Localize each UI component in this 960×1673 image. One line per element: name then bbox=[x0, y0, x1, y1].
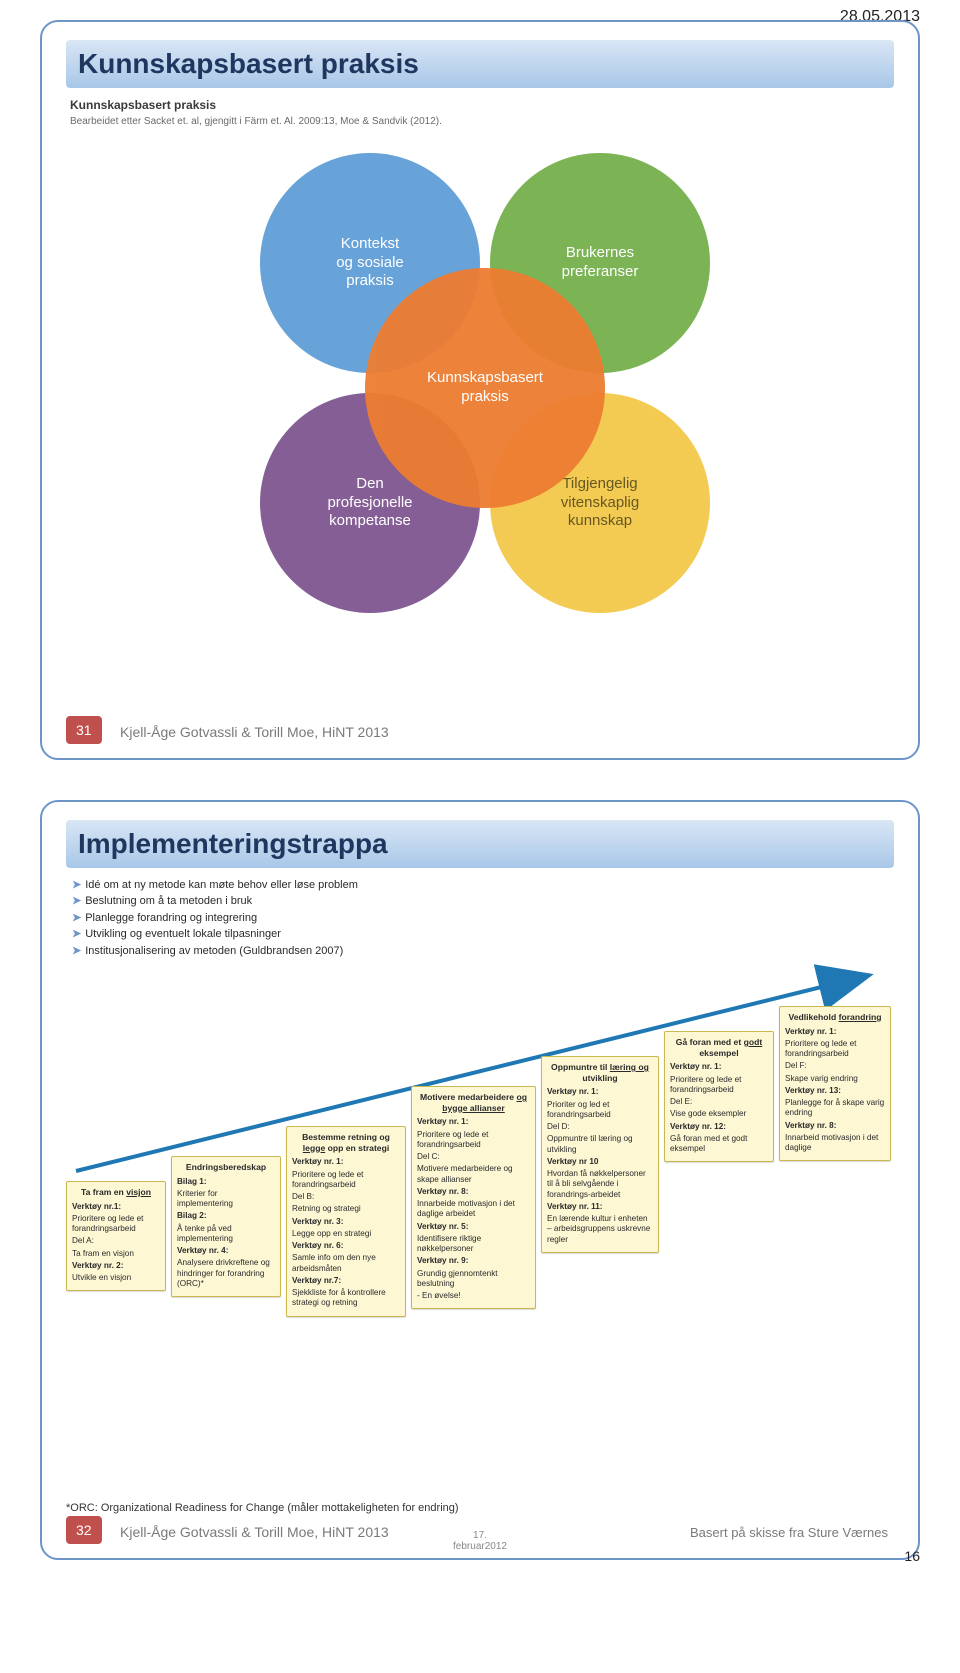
card-ga-foran: Gå foran med et godt eksempelVerktøy nr.… bbox=[664, 1031, 774, 1162]
slide-2-credit: Basert på skisse fra Sture Værnes bbox=[690, 1525, 888, 1540]
card-oppmuntre: Oppmuntre til læring og utviklingVerktøy… bbox=[541, 1056, 659, 1253]
slide-2-frame: Implementeringstrappa ➤Idé om at ny meto… bbox=[40, 800, 920, 1560]
card-motivere: Motivere medarbeidere og bygge allianser… bbox=[411, 1086, 536, 1309]
page-1: 28.05.2013 Kunnskapsbasert praksis Kunns… bbox=[0, 0, 960, 770]
slide-2-title: Implementeringstrappa bbox=[66, 820, 894, 868]
slide-2-footer-author: Kjell-Åge Gotvassli & Torill Moe, HiNT 2… bbox=[120, 1524, 389, 1540]
slide-1-subtitle: Kunnskapsbasert praksis bbox=[70, 98, 894, 112]
slide-1-number: 31 bbox=[66, 716, 102, 744]
venn-circle-center: Kunnskapsbasert praksis bbox=[365, 268, 605, 508]
implementation-staircase: Ta fram en visjonVerktøy nr.1:Prioritere… bbox=[66, 961, 894, 1391]
card-ta-fram-visjon: Ta fram en visjonVerktøy nr.1:Prioritere… bbox=[66, 1181, 166, 1291]
page-number: 16 bbox=[904, 1548, 920, 1564]
slide-2-date: 17. februar2012 bbox=[453, 1530, 507, 1552]
orc-footnote: *ORC: Organizational Readiness for Chang… bbox=[66, 1502, 459, 1514]
slide-1-source: Bearbeidet etter Sacket et. al, gjengitt… bbox=[70, 116, 894, 127]
slide-1-footer-author: Kjell-Åge Gotvassli & Torill Moe, HiNT 2… bbox=[120, 724, 389, 740]
slide-1-frame: Kunnskapsbasert praksis Kunnskapsbasert … bbox=[40, 20, 920, 760]
slide-2-number: 32 bbox=[66, 1516, 102, 1544]
slide-2-bullets: ➤Idé om at ny metode kan møte behov elle… bbox=[72, 878, 894, 959]
slide-1-title: Kunnskapsbasert praksis bbox=[66, 40, 894, 88]
card-vedlikehold: Vedlikehold forandringVerktøy nr. 1:Prio… bbox=[779, 1006, 891, 1161]
page-2: Implementeringstrappa ➤Idé om at ny meto… bbox=[0, 770, 960, 1570]
card-endringsberedskap: EndringsberedskapBilag 1:Kriterier for i… bbox=[171, 1156, 281, 1297]
card-bestemme-retning: Bestemme retning og legge opp en strateg… bbox=[286, 1126, 406, 1317]
venn-diagram: Kontekst og sosiale praksis Brukernes pr… bbox=[200, 143, 760, 623]
